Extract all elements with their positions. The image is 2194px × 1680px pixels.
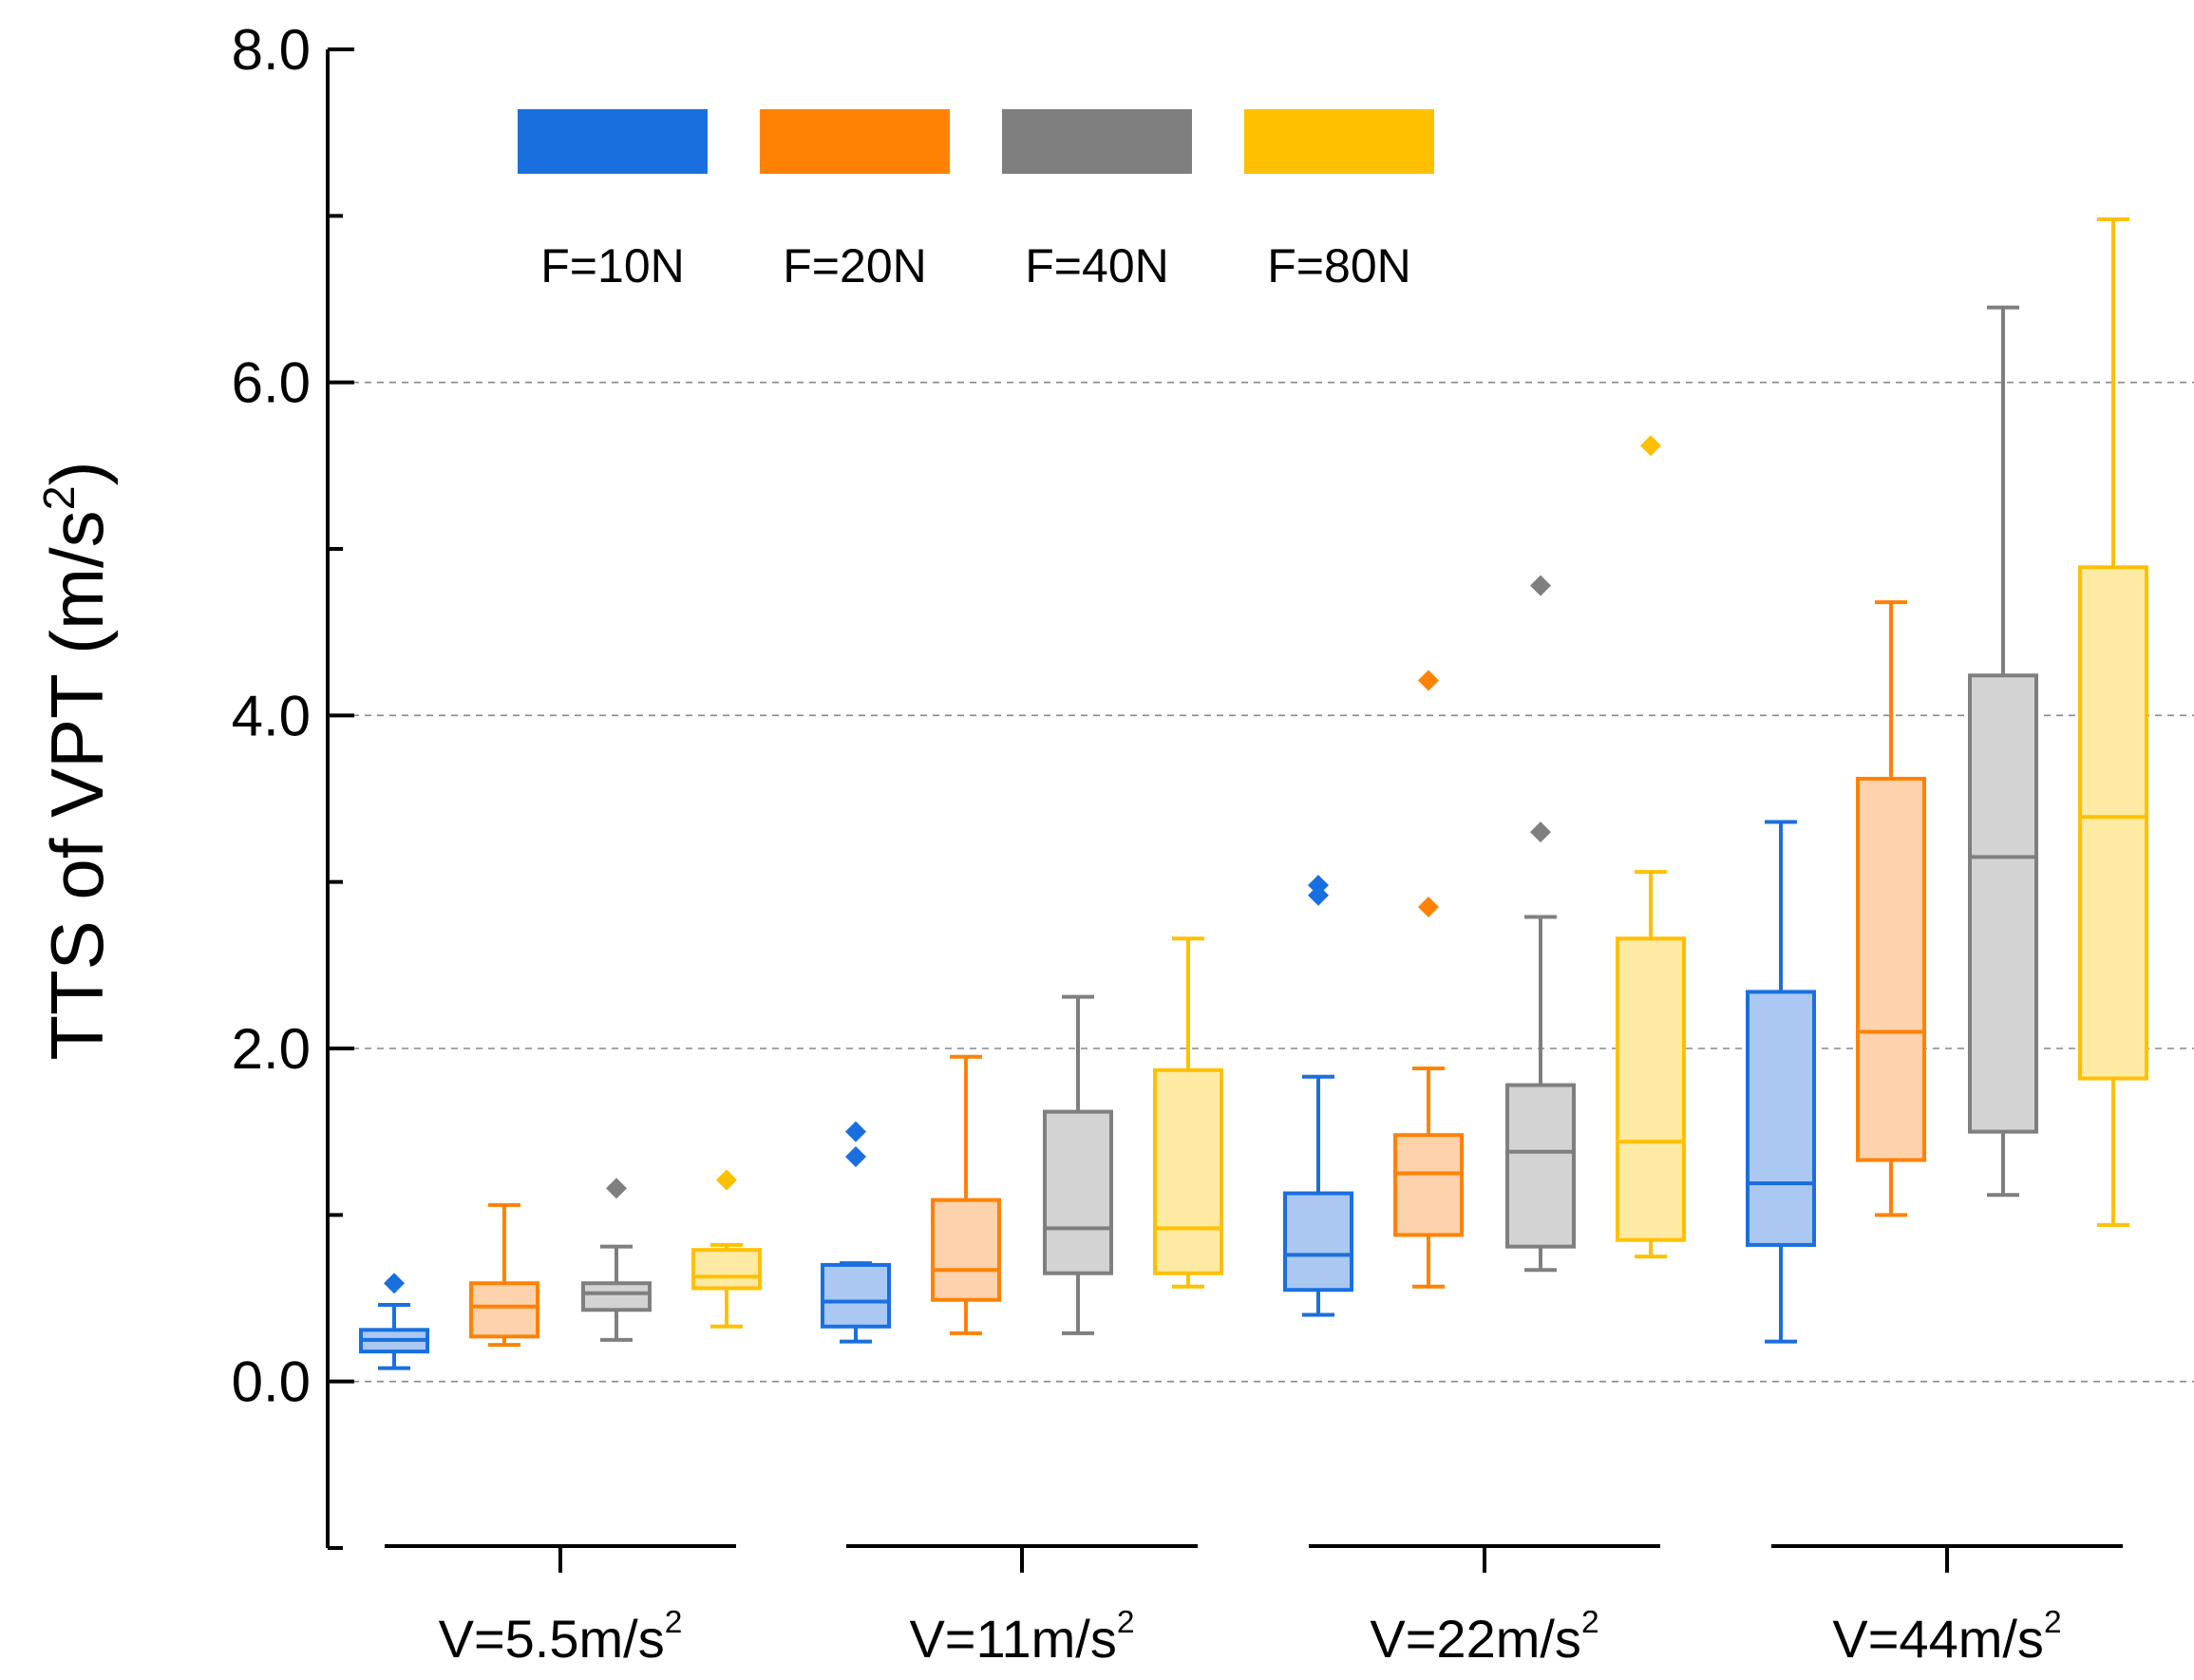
iqr-box [469, 1281, 539, 1339]
box-F=80N-group-3 [1616, 435, 1686, 1259]
y-tick-label: 6.0 [232, 351, 311, 415]
outlier-point [1418, 670, 1439, 691]
boxes [359, 217, 2148, 1370]
x-group-label: V=22m/s2 [1370, 1605, 1598, 1669]
legend-label-F=40N: F=40N [1025, 239, 1168, 293]
legend-label-F=20N: F=20N [783, 239, 926, 293]
iqr-box [931, 1198, 1001, 1302]
iqr-box [691, 1248, 762, 1291]
legend-swatch-F=80N [1244, 109, 1434, 174]
box-F=80N-group-1 [691, 1169, 762, 1329]
outlier-point [606, 1178, 627, 1199]
box-F=10N-group-4 [1746, 820, 1816, 1344]
box-F=80N-group-2 [1153, 936, 1223, 1289]
iqr-box [2078, 565, 2148, 1081]
iqr-box [821, 1262, 891, 1329]
outlier-point [1308, 875, 1329, 897]
iqr-box [1505, 1083, 1576, 1249]
iqr-box [1746, 990, 1816, 1247]
x-group-label: V=44m/s2 [1832, 1605, 2061, 1669]
y-tick-label: 0.0 [232, 1350, 311, 1414]
box-F=40N-group-4 [1968, 305, 2038, 1198]
iqr-box [1043, 1109, 1113, 1275]
box-F=20N-group-2 [931, 1054, 1001, 1335]
y-axis: 0.0 2.0 4.0 6.0 8.0 [232, 18, 354, 1550]
box-F=40N-group-3 [1505, 575, 1576, 1273]
outlier-point [845, 1145, 866, 1167]
x-axis-groups: V=5.5m/s2 V=11m/s2 V=22m/s2 V=44m/s2 [385, 1544, 2123, 1669]
outlier-point [1530, 821, 1551, 843]
legend-label-F=10N: F=10N [540, 239, 684, 293]
legend-label-F=80N: F=80N [1267, 239, 1410, 293]
outlier-point [1640, 435, 1661, 457]
box-F=10N-group-1 [359, 1273, 429, 1370]
box-F=10N-group-3 [1283, 875, 1353, 1317]
iqr-box [1616, 936, 1686, 1242]
outlier-point [716, 1169, 737, 1191]
legend-swatch-F=20N [760, 109, 950, 174]
iqr-box [1283, 1191, 1353, 1293]
legend: F=10N F=20N F=40N F=80N [518, 109, 1434, 293]
iqr-box [1393, 1133, 1464, 1237]
x-group-label: V=5.5m/s2 [439, 1605, 683, 1669]
outlier-point [1530, 575, 1551, 596]
box-F=40N-group-1 [581, 1178, 652, 1342]
iqr-box [581, 1281, 652, 1312]
box-F=40N-group-2 [1043, 994, 1113, 1335]
box-F=80N-group-4 [2078, 217, 2148, 1227]
box-F=20N-group-1 [469, 1202, 539, 1348]
gridlines [328, 381, 2194, 1383]
legend-swatch-F=40N [1002, 109, 1192, 174]
box-F=20N-group-4 [1856, 600, 1926, 1218]
outlier-point [1418, 896, 1439, 917]
outlier-point [384, 1273, 405, 1294]
outlier-point [845, 1121, 866, 1142]
box-F=20N-group-3 [1393, 670, 1464, 1289]
legend-swatch-F=10N [518, 109, 708, 174]
y-tick-label: 2.0 [232, 1017, 311, 1081]
iqr-box [1968, 673, 2038, 1134]
y-tick-label: 8.0 [232, 18, 311, 82]
box-F=10N-group-2 [821, 1121, 891, 1344]
x-group-label: V=11m/s2 [909, 1605, 1134, 1669]
iqr-box [1856, 776, 1926, 1162]
y-tick-label: 4.0 [232, 684, 311, 747]
iqr-box [1153, 1067, 1223, 1275]
y-axis-label: TTS of VPT (m/s2) [34, 461, 119, 1060]
